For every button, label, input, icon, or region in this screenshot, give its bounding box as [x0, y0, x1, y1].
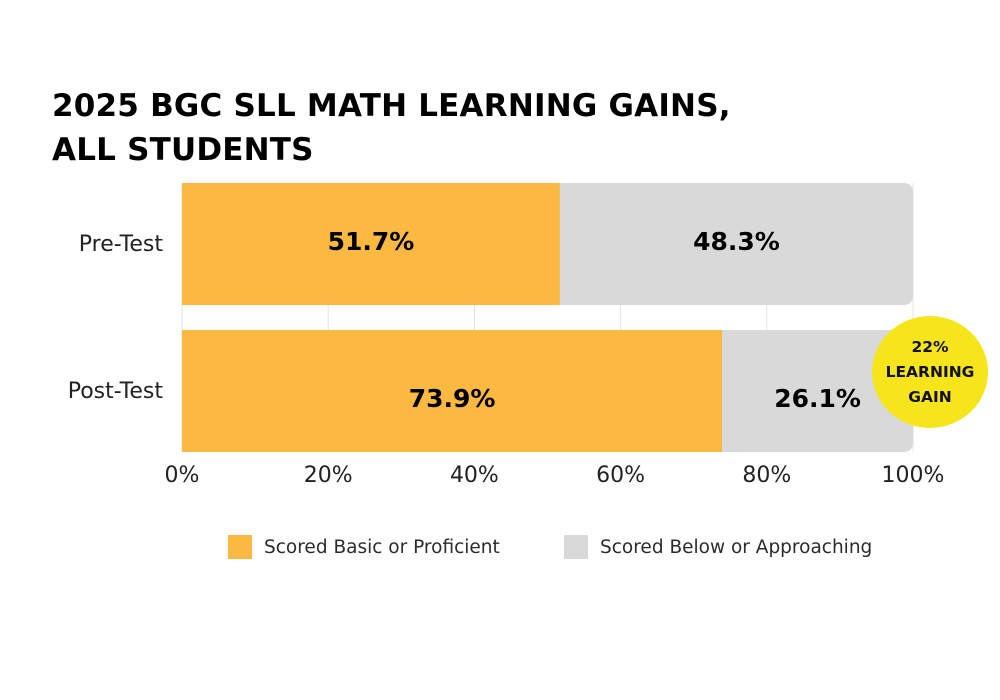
x-tick-label-2: 40% [450, 463, 499, 488]
x-tick-label-4: 80% [742, 463, 791, 488]
x-tick-label-3: 60% [596, 463, 645, 488]
bar-0-0 [182, 183, 560, 305]
data-label-1-1: 26.1% [774, 384, 861, 413]
data-label-1-0: 73.9% [409, 384, 496, 413]
bar-1-0 [182, 330, 723, 452]
legend-label-below: Scored Below or Approaching [600, 536, 873, 558]
badge-line-2: LEARNING [885, 362, 975, 381]
bar-0-1 [559, 183, 913, 305]
legend-item-below: Scored Below or Approaching [564, 534, 872, 560]
x-tick-label-0: 0% [165, 463, 200, 488]
x-tick-label-5: 100% [882, 463, 945, 488]
legend-label-proficient: Scored Basic or Proficient [264, 536, 500, 558]
chart-title-line-2: ALL STUDENTS [52, 132, 314, 168]
learning-gain-badge: 22% LEARNING GAIN [872, 316, 988, 428]
data-label-0-1: 48.3% [693, 227, 780, 256]
x-tick-label-1: 20% [304, 463, 353, 488]
chart-title: 2025 BGC SLL MATH LEARNING GAINS, ALL ST… [52, 84, 731, 172]
legend-swatch-proficient [228, 535, 252, 559]
chart-title-line-1: 2025 BGC SLL MATH LEARNING GAINS, [52, 88, 731, 124]
legend-item-proficient: Scored Basic or Proficient [228, 534, 500, 560]
badge-line-3: GAIN [908, 387, 952, 406]
category-label-1: Post-Test [68, 379, 164, 404]
chart-legend: Scored Basic or Proficient Scored Below … [0, 534, 1000, 560]
legend-swatch-below [564, 535, 588, 559]
bar-1-1 [722, 330, 913, 452]
category-label-0: Pre-Test [79, 232, 164, 257]
badge-line-1: 22% [911, 337, 949, 356]
data-label-0-0: 51.7% [328, 227, 415, 256]
